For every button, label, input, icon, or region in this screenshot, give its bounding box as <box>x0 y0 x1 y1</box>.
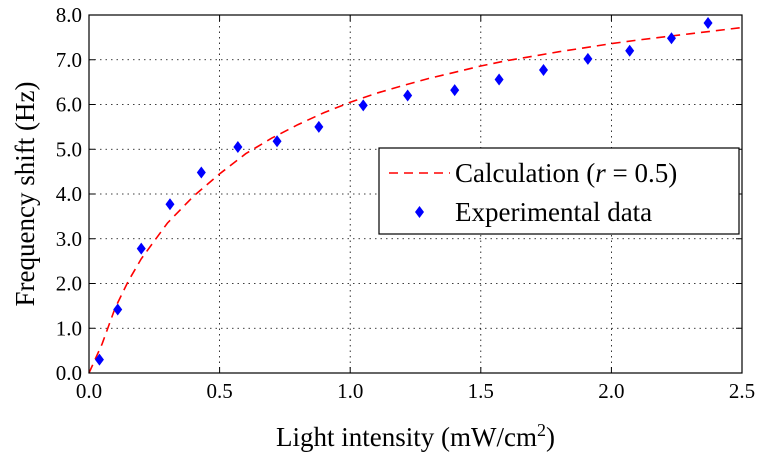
experimental-data-point <box>403 89 413 102</box>
experimental-data-point <box>136 242 146 255</box>
y-tick-label: 2.0 <box>56 272 82 296</box>
tick-labels: 0.0 0.5 1.0 1.5 2.0 2.5 0.0 1.0 2.0 3.0 4.0 5.0 6.0 7… <box>56 3 755 403</box>
experimental-data-point <box>233 141 243 154</box>
y-tick-label: 8.0 <box>56 3 82 27</box>
legend-box <box>378 147 740 235</box>
experimental-data-point <box>113 303 123 316</box>
experimental-data-point <box>583 52 593 65</box>
x-axis-title: Light intensity (mW/cm2) <box>276 420 555 452</box>
y-tick-label: 4.0 <box>56 182 82 206</box>
experimental-data-point <box>165 198 175 211</box>
series-layer <box>88 17 743 374</box>
experimental-data-point <box>272 135 282 148</box>
experimental-data-point <box>450 84 460 97</box>
legend-label-experimental: Experimental data <box>455 197 652 227</box>
experimental-data-point <box>538 64 548 77</box>
y-tick-label: 6.0 <box>56 93 82 117</box>
x-tick-label: 2.5 <box>729 379 755 403</box>
y-tick-label: 1.0 <box>56 316 82 340</box>
ticks <box>88 14 743 374</box>
x-tick-label: 0.0 <box>76 379 102 403</box>
legend: Calculation (r = 0.5) Experimental data <box>378 147 740 235</box>
experimental-data-point <box>94 353 104 366</box>
y-axis-title: Frequency shift (Hz) <box>10 82 40 307</box>
x-tick-label: 0.5 <box>206 379 232 403</box>
x-tick-label: 1.5 <box>468 379 494 403</box>
experimental-data-point <box>703 17 713 30</box>
experimental-data-point <box>314 120 324 133</box>
legend-label-calculation: Calculation (r = 0.5) <box>455 158 677 188</box>
grid <box>89 15 742 373</box>
legend-marker-sample <box>415 206 424 218</box>
experimental-data-point <box>625 44 635 57</box>
experimental-data-point <box>494 73 504 86</box>
experimental-data-point <box>196 166 206 179</box>
y-tick-label: 0.0 <box>56 361 82 385</box>
experimental-data-point <box>666 32 676 45</box>
experimental-data-point <box>358 99 368 112</box>
y-tick-label: 3.0 <box>56 227 82 251</box>
y-tick-label: 7.0 <box>56 48 82 72</box>
x-tick-label: 1.0 <box>337 379 363 403</box>
y-tick-label: 5.0 <box>56 137 82 161</box>
x-tick-label: 2.0 <box>598 379 624 403</box>
